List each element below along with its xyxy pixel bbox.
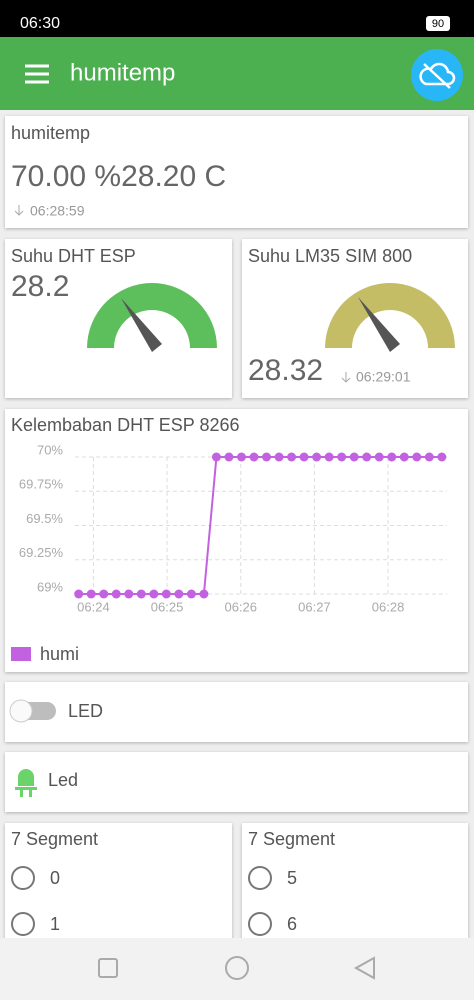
data-point — [324, 452, 334, 462]
data-point — [399, 452, 409, 462]
data-point — [124, 589, 134, 599]
gauge-title: Suhu DHT ESP — [11, 246, 136, 266]
battery-level: 90 — [432, 18, 444, 30]
gauge-title: Suhu LM35 SIM 800 — [248, 246, 412, 266]
data-point — [111, 589, 121, 599]
switch-knob[interactable] — [9, 699, 33, 723]
data-point — [262, 452, 272, 462]
y-tick-label: 69.25% — [19, 545, 64, 560]
menu-button[interactable] — [25, 64, 49, 84]
data-point — [186, 589, 196, 599]
data-point — [362, 452, 372, 462]
card-timestamp: 06:28:59 — [30, 203, 85, 219]
y-tick-label: 69.5% — [26, 511, 63, 526]
radio-label: 0 — [50, 868, 60, 888]
gauge-arc — [325, 283, 455, 348]
y-tick-label: 69% — [37, 579, 63, 594]
gauge-needle — [121, 298, 162, 352]
data-point — [374, 452, 384, 462]
radio-button[interactable] — [248, 866, 272, 890]
data-point — [236, 452, 246, 462]
app-bar — [0, 37, 474, 110]
data-point — [299, 452, 309, 462]
data-point — [224, 452, 234, 462]
card — [5, 116, 468, 228]
card-title: humitemp — [11, 123, 90, 143]
nav-bar — [0, 938, 474, 1000]
time-icon — [341, 372, 351, 383]
data-point — [387, 452, 397, 462]
gauge-value: 28.2 — [11, 270, 69, 303]
x-tick-label: 06:25 — [151, 599, 184, 614]
legend-label: humi — [40, 644, 79, 664]
data-point — [86, 589, 96, 599]
x-tick-label: 06:28 — [372, 599, 405, 614]
chart-title: Kelembaban DHT ESP 8266 — [11, 415, 239, 435]
status-time: 06:30 — [20, 15, 60, 32]
data-point — [412, 452, 422, 462]
radio-button[interactable] — [248, 912, 272, 936]
switch-label: LED — [68, 701, 103, 721]
segment-title: 7 Segment — [11, 829, 98, 849]
led-icon — [15, 769, 37, 797]
radio-button[interactable] — [11, 866, 35, 890]
led-label: Led — [48, 770, 78, 790]
data-point — [337, 452, 347, 462]
data-point — [349, 452, 359, 462]
cloud-off-icon — [419, 62, 456, 89]
data-point — [161, 589, 171, 599]
time-icon — [14, 205, 24, 216]
back-button[interactable] — [353, 956, 375, 980]
card — [5, 409, 468, 672]
chart: 69% 69.25% 69.5% 69.75% 70% 06:24 06:25 06:26 06… — [19, 442, 447, 614]
y-tick-label: 69.75% — [19, 477, 64, 492]
radio-label: 5 — [287, 868, 297, 888]
radio-label: 6 — [287, 914, 297, 934]
x-tick-label: 06:24 — [77, 599, 110, 614]
card-value: 70.00 %28.20 C — [11, 160, 226, 193]
data-point — [174, 589, 184, 599]
home-button[interactable] — [225, 956, 249, 980]
data-point — [211, 452, 221, 462]
x-tick-label: 06:26 — [224, 599, 257, 614]
data-point — [249, 452, 259, 462]
gauge-arc — [87, 283, 217, 348]
data-point — [437, 452, 447, 462]
data-point — [312, 452, 322, 462]
data-point — [424, 452, 434, 462]
y-tick-label: 70% — [37, 442, 63, 457]
status-bar — [0, 0, 474, 37]
data-point — [287, 452, 297, 462]
gauge-needle — [358, 297, 400, 352]
data-point — [274, 452, 284, 462]
card — [242, 823, 468, 943]
data-point — [99, 589, 109, 599]
recents-button[interactable] — [98, 958, 118, 978]
card — [5, 823, 232, 943]
card — [5, 682, 468, 742]
segment-title: 7 Segment — [248, 829, 335, 849]
radio-button[interactable] — [11, 912, 35, 936]
card — [5, 752, 468, 812]
battery-icon — [426, 16, 450, 31]
data-point — [74, 589, 84, 599]
radio-label: 1 — [50, 914, 60, 934]
gauge-timestamp: 06:29:01 — [356, 369, 411, 385]
gauge-value: 28.32 — [248, 354, 323, 387]
app-title: humitemp — [70, 59, 175, 86]
data-point — [199, 589, 209, 599]
data-point — [149, 589, 159, 599]
legend-swatch — [11, 647, 31, 661]
x-tick-label: 06:27 — [298, 599, 331, 614]
data-point — [136, 589, 146, 599]
